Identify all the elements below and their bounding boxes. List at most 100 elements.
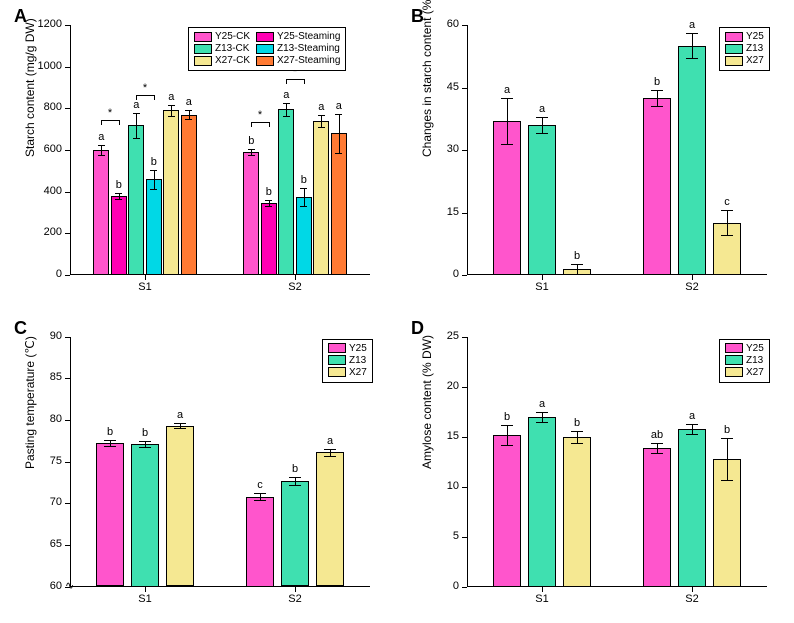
legend: Y25-CK Y25-Steaming Z13-CK Z13-Steaming X27-…	[188, 27, 346, 71]
legend-label: Y25	[746, 343, 764, 354]
ytick-mark	[462, 437, 467, 438]
legend-label: X27	[746, 367, 764, 378]
significance-letter: ab	[647, 429, 667, 441]
ytick-label: 25	[427, 330, 459, 342]
significance-letter: a	[532, 103, 552, 115]
ytick-mark	[65, 25, 70, 26]
ytick-mark	[462, 25, 467, 26]
ytick-label: 0	[30, 268, 62, 280]
legend-swatch	[725, 343, 743, 353]
significance-letter: b	[285, 463, 305, 475]
legend-swatch	[725, 355, 743, 365]
panels-grid: AStarch content (mg/g DW)020040060080010…	[0, 0, 794, 623]
ytick-mark	[462, 213, 467, 214]
significance-letter: a	[497, 84, 517, 96]
legend-swatch	[328, 355, 346, 365]
legend-item: Y25-Steaming	[256, 31, 340, 42]
ytick-mark	[65, 337, 70, 338]
ytick-label: 60	[427, 18, 459, 30]
significance-letter: c	[717, 196, 737, 208]
significance-letter: b	[567, 417, 587, 429]
ytick-label: 800	[30, 101, 62, 113]
ytick-mark	[65, 545, 70, 546]
ytick-label: 400	[30, 185, 62, 197]
significance-letter: a	[170, 409, 190, 421]
legend-label: Y25	[746, 31, 764, 42]
significance-letter: b	[259, 186, 279, 198]
significance-letter: a	[91, 131, 111, 143]
legend-label: Y25	[349, 343, 367, 354]
bar	[281, 481, 309, 587]
bar	[528, 417, 556, 587]
legend-item: X27	[725, 367, 764, 378]
legend-item: Z13-CK	[194, 43, 250, 54]
bar	[146, 179, 162, 275]
bar	[643, 448, 671, 587]
xtick-label: S1	[125, 593, 165, 605]
legend-label: X27	[349, 367, 367, 378]
legend-swatch	[328, 367, 346, 377]
significance-star: *	[140, 82, 150, 94]
xtick-mark	[692, 587, 693, 592]
significance-letter: a	[532, 398, 552, 410]
ytick-label: 75	[30, 455, 62, 467]
xtick-mark	[145, 275, 146, 280]
ytick-mark	[65, 275, 70, 276]
legend-label: Y25-Steaming	[277, 31, 340, 42]
significance-letter: b	[567, 250, 587, 262]
xtick-mark	[542, 587, 543, 592]
bar	[128, 125, 144, 275]
panel-d: DAmylose content (% DW)0510152025S1babS2…	[397, 312, 794, 623]
xtick-label: S1	[522, 281, 562, 293]
significance-letter: a	[320, 435, 340, 447]
ytick-label: 20	[427, 380, 459, 392]
xtick-label: S2	[672, 281, 712, 293]
panel-b: BChanges in starch content (%)015304560S…	[397, 0, 794, 312]
significance-letter: c	[250, 479, 270, 491]
xtick-label: S2	[672, 593, 712, 605]
ytick-mark	[462, 275, 467, 276]
ytick-label: 45	[427, 81, 459, 93]
legend-item: Y25	[725, 31, 764, 42]
significance-letter: b	[241, 135, 261, 147]
legend-label: X27	[746, 55, 764, 66]
legend-label: Z13-Steaming	[277, 43, 340, 54]
significance-letter: b	[100, 426, 120, 438]
bar	[261, 203, 277, 275]
panel-c: CPasting temperature (℃)60657075808590∿S…	[0, 312, 397, 623]
xtick-mark	[145, 587, 146, 592]
bar	[246, 497, 274, 587]
significance-letter: b	[294, 174, 314, 186]
ytick-mark	[462, 337, 467, 338]
xtick-mark	[295, 587, 296, 592]
legend-item: Z13-Steaming	[256, 43, 340, 54]
bar	[563, 437, 591, 587]
legend-item: X27-CK	[194, 55, 250, 66]
bar	[678, 429, 706, 587]
significance-letter: b	[109, 179, 129, 191]
significance-star: *	[105, 107, 115, 119]
legend-label: Y25-CK	[215, 31, 250, 42]
legend-label: Z13	[746, 355, 763, 366]
ytick-mark	[65, 192, 70, 193]
ytick-label: 1200	[30, 18, 62, 30]
ytick-label: 15	[427, 430, 459, 442]
legend-swatch	[725, 44, 743, 54]
significance-letter: b	[497, 411, 517, 423]
legend-label: Z13	[746, 43, 763, 54]
ytick-mark	[65, 233, 70, 234]
ytick-label: 80	[30, 413, 62, 425]
xtick-mark	[692, 275, 693, 280]
ytick-mark	[462, 537, 467, 538]
bar	[278, 109, 294, 275]
bar	[131, 444, 159, 587]
axis-break-icon: ∿	[65, 579, 74, 592]
legend-swatch	[194, 32, 212, 42]
ytick-label: 0	[427, 268, 459, 280]
ytick-label: 30	[427, 143, 459, 155]
ytick-label: 5	[427, 530, 459, 542]
ytick-mark	[65, 108, 70, 109]
legend: Y25Z13X27	[719, 27, 770, 71]
y-axis-label: Amylose content (% DW)	[420, 453, 434, 469]
significance-letter: b	[144, 156, 164, 168]
